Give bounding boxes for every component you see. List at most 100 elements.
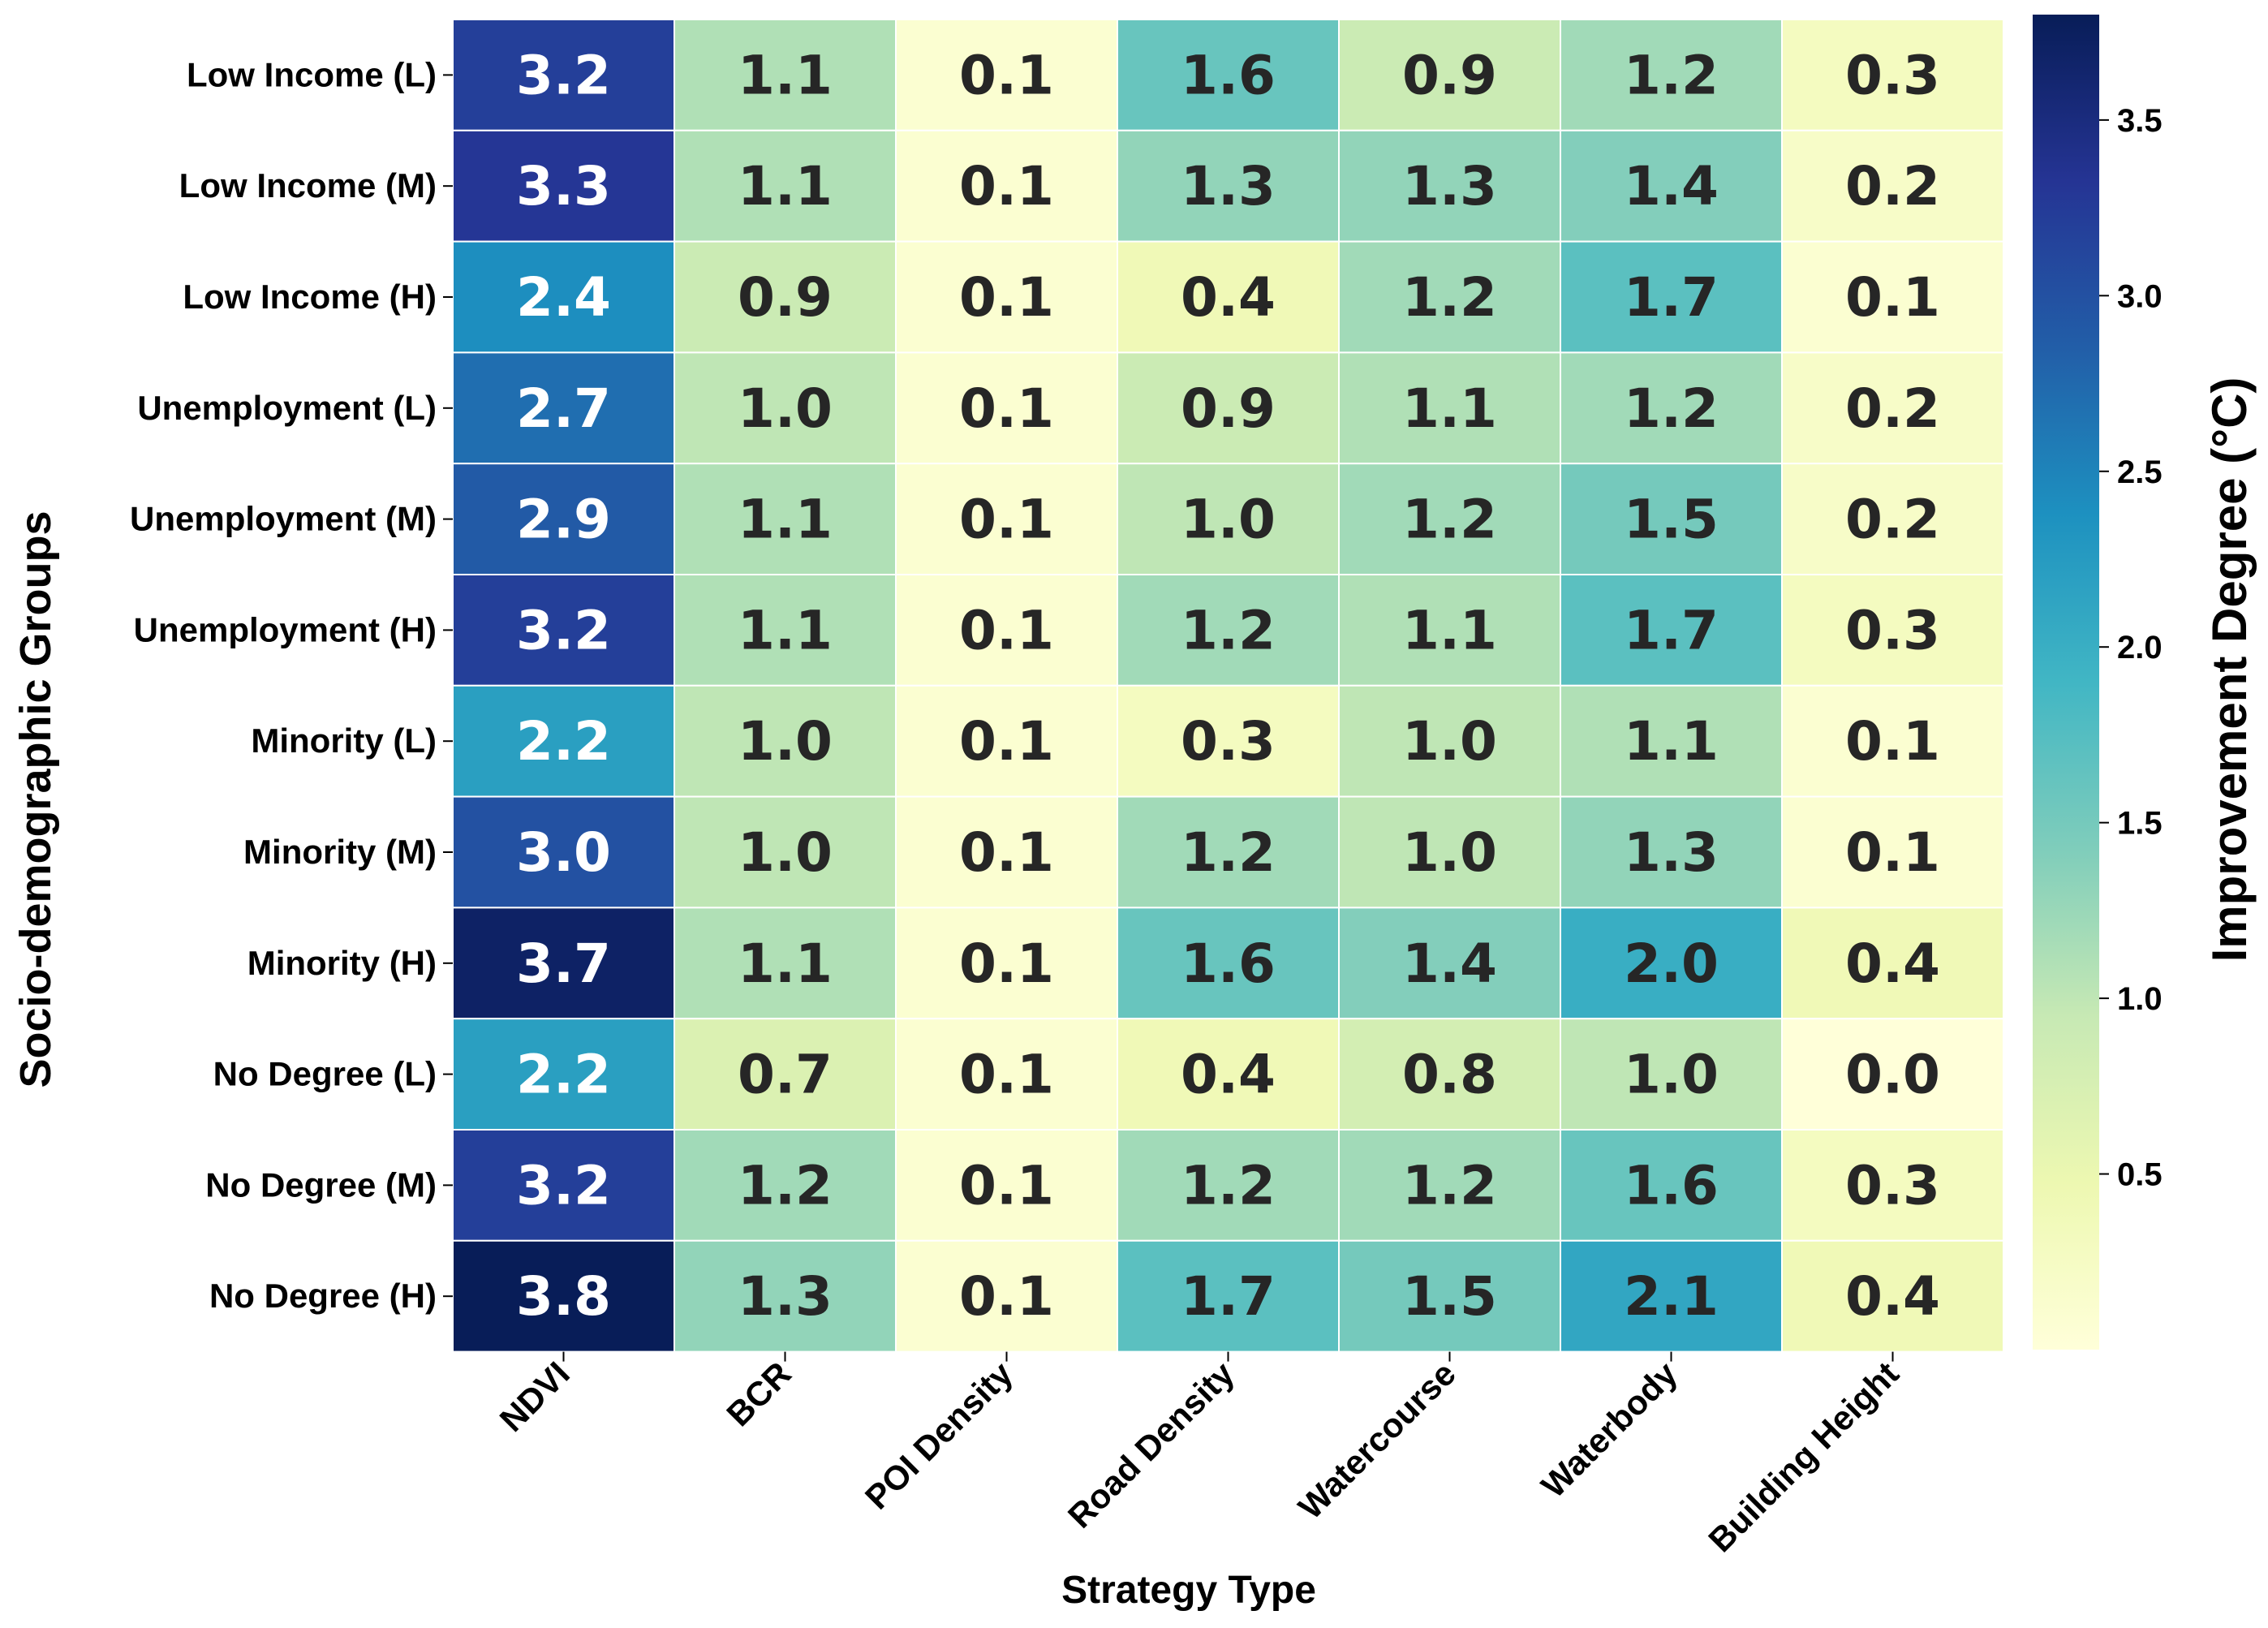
cell-value-label: 3.8: [516, 1265, 611, 1328]
y-tick-label: Unemployment (M): [130, 500, 437, 538]
cell-value-label: 0.9: [738, 266, 833, 329]
cell-value-label: 3.2: [516, 599, 611, 661]
heatmap-cell: [1338, 19, 1561, 131]
cell-value-label: 0.2: [1845, 377, 1940, 440]
colorbar-tick-label: 3.0: [2117, 278, 2163, 314]
cell-value-label: 3.2: [516, 1154, 611, 1217]
cell-value-label: 1.1: [738, 599, 833, 661]
colorbar-tick-label: 0.5: [2117, 1157, 2163, 1193]
heatmap-cell: [1781, 1239, 2004, 1353]
heatmap-cell: [1117, 351, 1340, 465]
heatmap-cell: [452, 19, 675, 131]
heatmap-cell: [1338, 1018, 1561, 1131]
cell-value-label: 0.1: [959, 932, 1054, 995]
heatmap-cell: [1338, 684, 1561, 798]
cell-value-label: 0.1: [959, 710, 1054, 773]
y-tick-label: Low Income (M): [179, 166, 437, 205]
x-tick-label: POI Density: [858, 1354, 1020, 1516]
heatmap-cell: [1338, 1129, 1561, 1242]
heatmap-cell: [895, 574, 1118, 687]
cell-value-label: 0.3: [1845, 599, 1940, 661]
heatmap-cell: [895, 684, 1118, 798]
heatmap-cell: [452, 240, 675, 354]
cell-value-label: 1.0: [1402, 821, 1497, 884]
heatmap-cell: [1117, 1239, 1340, 1353]
x-tick-label: NDVI: [493, 1355, 577, 1439]
column-labels: NDVI BCR POI Density Road Density Watercours…: [493, 1351, 1906, 1559]
heatmap-cell: [1781, 574, 2004, 687]
heatmap-cell: [1781, 1129, 2004, 1242]
cell-value-label: 1.2: [1402, 489, 1497, 551]
heatmap-cell: [895, 1129, 1118, 1242]
y-tick-label: Low Income (L): [187, 55, 437, 93]
x-tick-label: Watercourse: [1291, 1355, 1463, 1527]
cell-value-label: 0.1: [959, 1154, 1054, 1217]
heatmap-cell: [1560, 1018, 1783, 1131]
heatmap-cell: [1560, 795, 1783, 909]
cell-value-label: 0.1: [1845, 266, 1940, 329]
y-tick-label: Low Income (H): [183, 278, 437, 316]
heatmap-cell: [674, 351, 897, 465]
colorbar-tick-label: 2.0: [2117, 630, 2163, 665]
heatmap-cell: [1117, 684, 1340, 798]
cell-value-label: 1.2: [1402, 266, 1497, 329]
heatmap-cell: [1117, 1018, 1340, 1131]
x-tick-label: Waterbody: [1534, 1354, 1685, 1505]
cell-value-label: 3.2: [516, 44, 611, 106]
heatmap-cell: [1781, 240, 2004, 354]
cell-value-label: 1.3: [1402, 155, 1497, 217]
cell-value-label: 1.3: [738, 1265, 833, 1328]
heatmap-cell: [452, 463, 675, 576]
heatmap-cell: [895, 907, 1118, 1020]
heatmap-cell: [1117, 240, 1340, 354]
heatmap-cell: [1560, 351, 1783, 465]
heatmap-cell: [895, 240, 1118, 354]
cell-value-label: 0.1: [959, 821, 1054, 884]
cell-value-label: 0.1: [959, 266, 1054, 329]
y-axis-title: Socio-demographic Groups: [11, 510, 60, 1087]
heatmap-cell: [1338, 574, 1561, 687]
cell-value-label: 1.1: [738, 489, 833, 551]
cell-value-label: 1.3: [1181, 155, 1276, 217]
cell-value-label: 1.0: [738, 377, 833, 440]
heatmap-cell: [1781, 351, 2004, 465]
cell-value-label: 1.1: [738, 932, 833, 995]
cell-value-label: 0.8: [1402, 1044, 1497, 1106]
cell-value-label: 1.0: [738, 821, 833, 884]
heatmap-cell: [1560, 684, 1783, 798]
cell-value-label: 1.1: [1402, 599, 1497, 661]
cell-value-label: 2.1: [1624, 1265, 1719, 1328]
heatmap-cell: [1560, 240, 1783, 354]
cell-value-label: 1.0: [738, 710, 833, 773]
y-tick-label: Minority (M): [243, 833, 437, 871]
heatmap-cell: [1560, 19, 1783, 131]
heatmap-cell: [674, 795, 897, 909]
heatmap-cell: [1560, 1129, 1783, 1242]
cell-value-label: 1.6: [1624, 1154, 1719, 1217]
colorbar: 0.5 1.0 1.5 2.0 2.5 3.0 3.5: [2033, 15, 2163, 1350]
heatmap-cell: [1781, 463, 2004, 576]
x-tick-label: BCR: [719, 1355, 798, 1434]
cell-value-label: 1.2: [1181, 599, 1276, 661]
cell-value-label: 1.4: [1402, 932, 1497, 995]
heatmap-cell: [452, 1239, 675, 1353]
cell-value-label: 0.1: [959, 377, 1054, 440]
cell-value-label: 0.4: [1845, 932, 1940, 995]
x-axis-title: Strategy Type: [1061, 1569, 1316, 1612]
cell-value-label: 1.7: [1624, 266, 1719, 329]
cell-value-label: 3.3: [516, 155, 611, 217]
row-labels: Low Income (L) Low Income (M) Low Income (…: [130, 55, 453, 1315]
heatmap-cell: [1781, 795, 2004, 909]
cell-value-label: 1.0: [1624, 1044, 1719, 1106]
cell-value-label: 2.0: [1624, 932, 1719, 995]
cell-value-label: 1.2: [1181, 1154, 1276, 1217]
y-tick-label: Minority (H): [247, 944, 437, 982]
cell-value-label: 1.0: [1181, 489, 1276, 551]
heatmap-cell: [1117, 1129, 1340, 1242]
cell-value-label: 2.7: [516, 377, 611, 440]
cell-value-label: 1.7: [1624, 599, 1719, 661]
heatmap-cells: 3.2 1.1 0.1 1.6 0.9 1.2 0.3 3.3 1.1 0.1 1.3 1.3 1.4 0…: [452, 19, 2004, 1353]
cell-value-label: 0.4: [1181, 266, 1276, 329]
heatmap-cell: [452, 684, 675, 798]
